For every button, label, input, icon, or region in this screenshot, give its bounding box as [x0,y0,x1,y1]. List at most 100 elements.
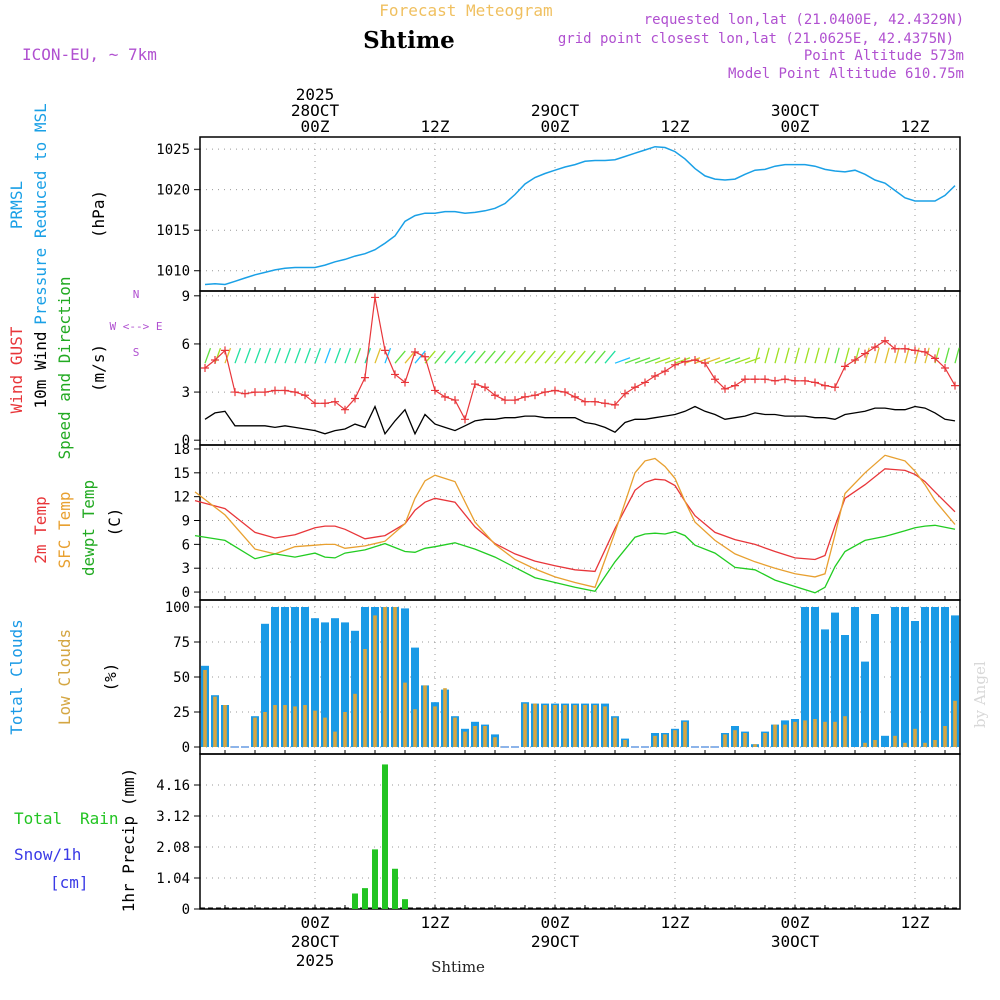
top-time-label: 29OCT [531,101,580,120]
panel-frame [199,753,961,910]
low-cloud-bar [733,730,737,747]
low-cloud-bar [573,705,577,747]
total-cloud-bar [951,615,959,747]
bottom-location-label: Shtime [431,958,485,976]
bottom-time-label: 2025 [296,951,335,970]
gust-marker [381,346,389,355]
low-cloud-bar [423,685,427,747]
wind-arrow [704,357,721,364]
gust-marker [791,376,799,385]
panel-1: 1010 1015 1020 1025 [156,136,961,292]
gust-marker [601,399,609,408]
gust-marker [701,359,709,368]
total-cloud-bar [291,607,299,747]
wind-arrow [714,357,731,364]
low-cloud-bar [353,693,357,747]
wind-arrow [724,357,741,364]
gust-marker [871,343,879,352]
precip-axis-label: 1hr Precip (mm) [119,768,138,913]
gust-marker [271,386,279,395]
total-clouds-label: Total Clouds [7,619,26,735]
y-tick-label: 3 [182,385,190,401]
bottom-time-label: 29OCT [531,932,580,951]
gust-marker [651,372,659,381]
y-tick-label: 100 [165,600,190,616]
total-label: Total [14,809,62,828]
gust-marker [321,399,329,408]
y-tick-label: 12 [173,490,190,506]
low-cloud-bar [863,742,867,747]
wind-arrow [514,350,526,364]
total-cloud-bar [841,635,849,747]
gust-marker [901,344,909,353]
total-cloud-bar [911,621,919,747]
wind-arrow [564,350,576,364]
low-cloud-bar [603,706,607,747]
wind-arrow [824,347,830,364]
wind-arrow [954,347,960,364]
y-tick-label: 50 [173,670,190,686]
gust-marker [661,367,669,376]
low-cloud-bar [623,740,627,747]
total-cloud-bar [321,622,329,747]
page-title: Shtime [363,27,455,54]
wind-arrow [944,347,950,364]
wind-arrow [774,347,780,364]
gust-marker [711,375,719,384]
top-time-label: 00Z [541,117,570,136]
total-cloud-bar [861,661,869,747]
bottom-time-label: 28OCT [291,932,340,951]
low-cloud-bar [653,735,657,747]
wind-arrow [744,357,761,364]
wind-arrow [814,347,820,364]
gust-marker [581,397,589,406]
low-cloud-bar [333,731,337,747]
y-tick-label: 9 [182,514,190,530]
wind-arrow [214,347,222,364]
total-cloud-bar [821,629,829,747]
low-cloud-bar [933,740,937,747]
precip-bar [392,868,398,909]
gust-marker [751,375,759,384]
wind-arrow [794,347,800,364]
wind-arrow [274,347,282,364]
top-time-label: 00Z [781,117,810,136]
y-tick-label: 0 [182,740,190,756]
wind-arrow [604,350,616,364]
gust-line [204,297,956,421]
total-cloud-bar [301,607,309,747]
wind-arrow [454,350,466,364]
wind-arrow [434,350,446,364]
low-cloud-bar [903,742,907,747]
snow-unit-label: [cm] [50,873,89,892]
wind-arrow [534,350,546,364]
low-cloud-bar [803,720,807,747]
cloud-unit-label: (%) [101,663,120,692]
bottom-time-label: 00Z [301,913,330,932]
wind-arrow [664,357,681,364]
low-cloud-bar [783,724,787,747]
bottom-time-label: 12Z [901,913,930,932]
low-cloud-bar [463,731,467,747]
wind-arrow [874,347,880,364]
wind-arrow [584,350,596,364]
low-cloud-bar [213,696,217,747]
y-tick-label: 18 [173,442,190,458]
wind-arrow [924,347,930,364]
gust-marker [341,405,349,414]
wind-arrow [344,347,352,364]
gust-marker [331,397,339,406]
gust-marker [851,355,859,364]
wind-unit-label: (m/s) [89,344,108,392]
watermark: by Angel [971,661,989,728]
gust-marker [501,396,509,405]
wind-arrow [294,347,302,364]
gust-marker [481,383,489,392]
low-cloud-bar [413,709,417,747]
wind-arrow [334,347,342,364]
gust-marker [451,396,459,405]
point-altitude: Point Altitude 573m [804,48,964,64]
low-cloud-bar [913,728,917,747]
gust-marker [471,380,479,389]
wind-arrow [554,350,566,364]
